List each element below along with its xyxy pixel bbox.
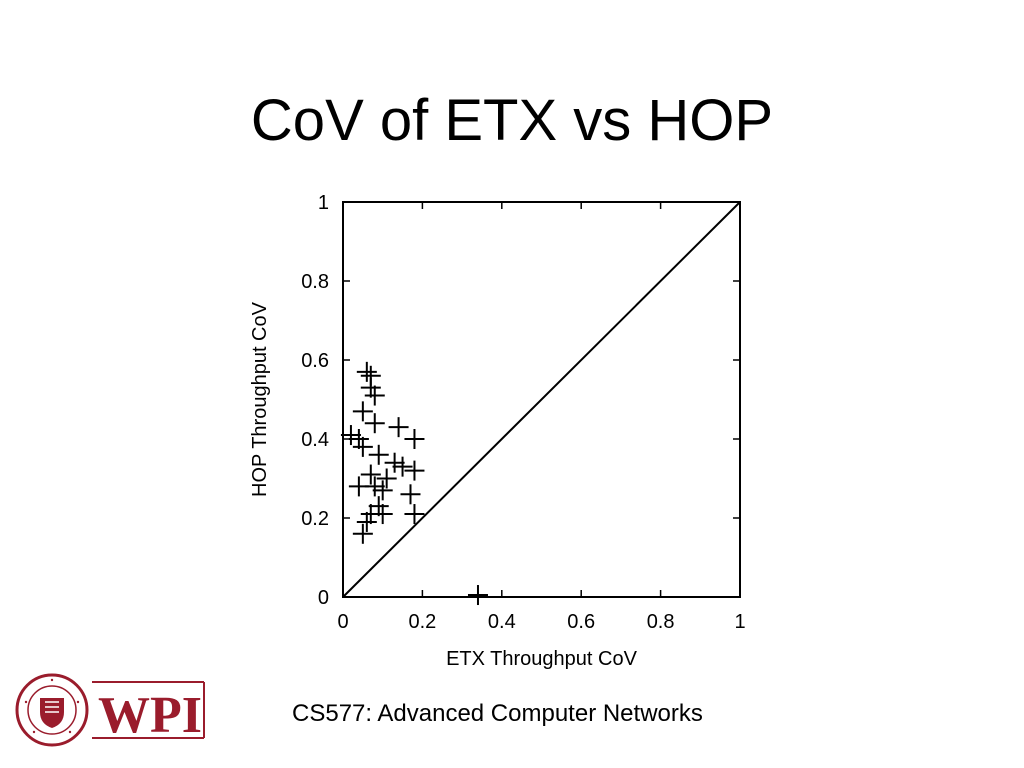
data-point: [392, 456, 413, 477]
y-tick-label: 0.4: [301, 429, 329, 451]
data-points: [340, 361, 488, 606]
data-point: [368, 444, 389, 465]
data-point: [364, 476, 385, 497]
x-tick-label: 0.4: [488, 611, 516, 633]
data-point: [360, 377, 381, 398]
slide-title: CoV of ETX vs HOP: [250, 88, 774, 153]
data-point: [364, 385, 385, 406]
plot-frame: [342, 201, 741, 598]
data-point: [356, 361, 377, 382]
data-point: [400, 484, 421, 505]
x-tick-label: 0: [337, 611, 348, 633]
data-point: [352, 401, 373, 422]
data-point: [372, 504, 393, 525]
footer-course-title: CS577: Advanced Computer Networks: [292, 700, 703, 727]
x-tick-label: 0.8: [647, 611, 675, 633]
data-point: [368, 496, 389, 517]
x-axis-label: ETX Throughput CoV: [446, 648, 638, 670]
wpi-wordmark: WPI: [98, 687, 202, 744]
x-tick-label: 0.2: [408, 611, 436, 633]
data-point: [352, 436, 373, 457]
data-point: [364, 413, 385, 434]
reference-line-group: [342, 201, 741, 598]
data-point: [340, 425, 361, 446]
wpi-logo: WPI: [15, 673, 205, 747]
y-tick-label: 0: [318, 587, 329, 609]
y-tick-label: 1: [318, 192, 329, 214]
x-tick-label: 1: [734, 611, 745, 633]
data-point: [376, 468, 397, 489]
data-point: [404, 460, 425, 481]
y-tick-label: 0.2: [301, 508, 329, 530]
axis-ticks: 0 0.2 0.4 0.6 0.8 1 0 0.2 0.4 0.6 0.8 1: [301, 192, 745, 633]
data-point: [404, 504, 425, 525]
data-point: [352, 523, 373, 544]
y-tick-label: 0.8: [301, 271, 329, 293]
data-point: [372, 480, 393, 501]
data-point: [404, 429, 425, 449]
data-point: [388, 417, 409, 438]
y-tick-label: 0.6: [301, 350, 329, 372]
data-point: [467, 585, 488, 606]
y-axis-label: HOP Throughput CoV: [249, 301, 271, 497]
reference-line: [342, 201, 741, 598]
data-point: [360, 464, 381, 485]
data-point: [348, 429, 369, 449]
data-point: [356, 511, 377, 532]
data-point: [384, 452, 405, 473]
y-axis-label-group: HOP Throughput CoV: [249, 301, 271, 497]
x-tick-label: 0.6: [567, 611, 595, 633]
wpi-seal-icon: [15, 673, 89, 747]
